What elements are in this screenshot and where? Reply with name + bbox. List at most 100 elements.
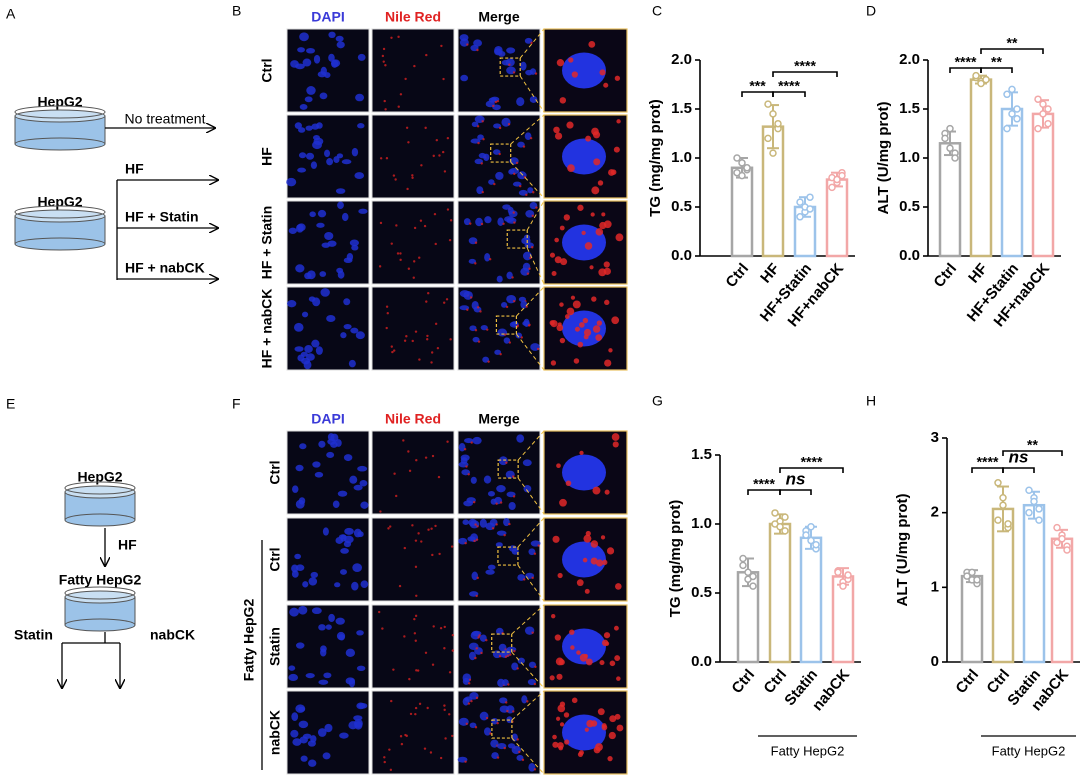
nucleus [314,471,324,478]
lipid-droplet [556,59,565,67]
nucleus [293,322,304,332]
lipid-droplet [423,747,427,750]
bar [768,522,792,664]
nucleus [309,211,316,218]
lipid-droplet [601,724,608,731]
row-label: HF [259,147,275,166]
nucleus [516,97,525,107]
lipid-droplet [512,299,516,303]
significance-label: ns [786,469,806,488]
lipid-droplet [439,626,443,630]
lipid-droplet [551,613,556,619]
data-point [812,540,820,549]
branch-label: HF + Statin [125,209,199,225]
lipid-droplet [527,324,531,327]
cell-label: Fatty HepG2 [59,572,142,588]
lipid-droplet [408,469,412,473]
lipid-droplet [489,732,492,735]
lipid-droplet [600,535,606,540]
lipid-droplet [433,212,437,216]
nucleus [292,738,302,746]
lipid-droplet [529,256,532,260]
lipid-droplet [390,345,393,348]
nucleus [315,346,323,355]
lipid-droplet [576,579,584,587]
nucleus [468,258,477,264]
nucleus [295,564,305,571]
nucleus [357,123,365,129]
lipid-droplet [614,713,621,720]
lipid-droplet [611,433,620,441]
lipid-droplet [496,721,499,725]
lipid-droplet [579,450,584,455]
y-tick-label: 0.5 [899,198,920,215]
lipid-droplet [603,82,609,88]
lipid-droplet [516,324,519,327]
y-tick-label: 0.5 [671,198,692,215]
nucleus [345,648,356,658]
lipid-droplet [416,669,420,672]
lipid-droplet [470,441,473,444]
lipid-droplet [567,164,575,172]
lipid-droplet [473,539,476,543]
lipid-droplet [440,44,443,48]
nucleus [506,271,513,280]
zoom-line [516,333,545,371]
nucleus [523,485,532,493]
lipid-droplet [475,647,478,650]
data-point [968,568,976,577]
lipid-droplet [551,271,557,276]
lipid-droplet [549,320,555,326]
nucleus [310,735,317,743]
nucleus [320,645,327,653]
lipid-droplet [414,639,417,642]
nucleus [310,161,318,169]
significance-label: ns [1009,447,1029,466]
bar [825,178,849,258]
data-point [806,205,814,213]
lipid-droplet [506,654,510,657]
nucleus [320,288,330,297]
nucleus [359,480,368,487]
lipid-droplet [439,756,443,760]
lipid-droplet [592,325,601,333]
lipid-droplet [395,494,398,498]
y-tick-label: 1.5 [671,100,692,117]
lipid-droplet [443,625,446,629]
bar [960,574,984,664]
nucleus [562,52,606,89]
nucleus [353,528,362,538]
lipid-droplet [564,314,570,319]
lipid-droplet [498,152,501,156]
nucleus [356,702,366,710]
nucleus [480,325,488,331]
significance-bracket [1002,467,1035,473]
lipid-droplet [399,93,403,96]
data-point [744,568,752,577]
nucleus [295,264,305,273]
nucleus [324,723,333,733]
lipid-droplet [434,322,438,326]
nucleus [495,542,503,548]
data-point [982,75,990,84]
data-point [941,134,949,143]
lipid-droplet [513,172,516,176]
zoom-line [519,75,545,113]
lipid-droplet [420,164,423,167]
significance-bracket [980,48,1044,54]
lipid-droplet [475,696,479,700]
row-label: HF + Statin [259,206,275,280]
nucleus [354,721,363,730]
zoom-line [526,200,545,231]
y-tick-label: 1.0 [671,149,692,166]
zoom-line [511,690,545,721]
lipid-droplet [616,119,621,124]
data-point [769,110,777,118]
nucleus [294,122,302,129]
cell-label: HepG2 [77,469,122,485]
lipid-droplet [399,735,403,738]
nucleus [521,695,528,704]
lipid-droplet [599,660,605,666]
significance-label: **** [794,58,816,74]
data-point [1044,119,1052,128]
